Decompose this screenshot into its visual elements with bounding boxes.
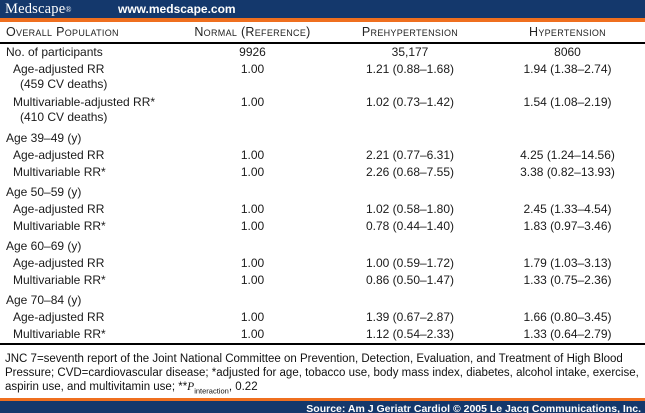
cell-value: 1.54 (1.08–2.19) — [523, 95, 612, 109]
bottom-source-bar: Source: Am J Geriatr Cardiol © 2005 Le J… — [0, 401, 645, 413]
table-row: Multivariable RR* 1.00 2.26 (0.68–7.55) 3.3… — [0, 164, 645, 181]
table-row: Age-adjusted RR 1.00 2.21 (0.77–6.31) 4.25 … — [0, 147, 645, 164]
table-row: Multivariable-adjusted RR* (410 CV deaths… — [0, 94, 645, 127]
table-section-row: Age 39–49 (y) — [0, 127, 645, 147]
table-row: Age-adjusted RR 1.00 1.39 (0.67–2.87) 1.66 … — [0, 309, 645, 326]
row-label: Multivariable RR* — [13, 327, 106, 341]
row-label: Age 70–84 (y) — [6, 293, 82, 307]
cell-value — [330, 185, 490, 200]
table-row: Age-adjusted RR 1.00 1.00 (0.59–1.72) 1.79 … — [0, 255, 645, 272]
cell-value: 1.33 (0.64–2.79) — [523, 327, 612, 341]
cell-value: 1.00 — [240, 62, 265, 76]
cell-value: 1.33 (0.75–2.36) — [523, 273, 612, 287]
table-section-row: Age 60–69 (y) — [0, 235, 645, 255]
cell-value: 1.21 (0.88–1.68) — [365, 62, 455, 76]
row-label: Age-adjusted RR — [13, 202, 105, 216]
row-label: No. of participants — [6, 45, 103, 59]
cell-value: 9926 — [239, 45, 266, 59]
cell-value: 1.66 (0.80–3.45) — [523, 310, 612, 324]
cell-value: 1.83 (0.97–3.46) — [523, 219, 612, 233]
row-label: Age 60–69 (y) — [6, 239, 82, 253]
cell-value: 1.00 — [240, 256, 265, 270]
row-label: Multivariable RR* — [13, 219, 106, 233]
cell-value — [490, 131, 645, 146]
table-header-row: Overall Population Normal (Reference) Pr… — [0, 22, 645, 44]
row-sublabel: (459 CV deaths) — [20, 77, 108, 91]
table-row: Age-adjusted RR 1.00 1.02 (0.58–1.80) 2.45 … — [0, 201, 645, 218]
cell-value: 1.00 — [240, 310, 265, 324]
table-row: Age-adjusted RR (459 CV deaths) 1.00 1.21 (… — [0, 61, 645, 94]
cell-value: 0.86 (0.50–1.47) — [365, 273, 455, 287]
data-table: Overall Population Normal (Reference) Pr… — [0, 22, 645, 345]
cell-value: 1.00 (0.59–1.72) — [365, 256, 455, 270]
cell-value: 1.00 — [240, 165, 265, 179]
cell-value — [490, 185, 645, 200]
cell-value: 4.25 (1.24–14.56) — [520, 148, 615, 162]
row-label: Age-adjusted RR — [13, 256, 105, 270]
cell-value: 2.26 (0.68–7.55) — [365, 165, 455, 179]
top-header-bar: Medscape® www.medscape.com — [0, 0, 645, 18]
cell-value — [175, 293, 330, 308]
table-body: No. of participants 9926 35,177 8060 Age-adj… — [0, 44, 645, 345]
cell-value: 1.00 — [240, 327, 265, 341]
cell-value — [175, 239, 330, 254]
source-attribution: Source: Am J Geriatr Cardiol © 2005 Le J… — [306, 402, 641, 413]
cell-value — [175, 185, 330, 200]
cell-value: 1.00 — [240, 219, 265, 233]
registered-trademark-icon: ® — [65, 5, 72, 14]
cell-value: 1.00 — [240, 95, 265, 109]
row-label: Multivariable RR* — [13, 273, 106, 287]
footnote-p-subscript: interaction — [194, 386, 229, 396]
footnote-p-symbol: P — [187, 381, 195, 393]
column-header-prehypertension: Prehypertension — [361, 25, 459, 39]
table-section-row: Age 50–59 (y) — [0, 181, 645, 201]
row-label: Age 39–49 (y) — [6, 131, 82, 145]
cell-value: 3.38 (0.82–13.93) — [520, 165, 615, 179]
medscape-logo-text: Medscape — [5, 1, 66, 17]
cell-value: 8060 — [554, 45, 581, 59]
bottom-orange-divider — [0, 398, 645, 402]
footnote-text-after: , 0.22 — [228, 381, 258, 393]
column-header-hypertension: Hypertension — [529, 25, 606, 39]
table-section-row: Age 70–84 (y) — [0, 289, 645, 309]
column-header-normal-reference: Normal (Reference) — [194, 25, 311, 39]
cell-value: 1.94 (1.38–2.74) — [523, 62, 612, 76]
cell-value — [490, 293, 645, 308]
cell-value: 1.00 — [240, 202, 265, 216]
row-label: Age 50–59 (y) — [6, 185, 82, 199]
cell-value: 1.39 (0.67–2.87) — [365, 310, 455, 324]
cell-value: 1.00 — [240, 273, 265, 287]
top-orange-divider — [0, 18, 645, 22]
cell-value: 1.12 (0.54–2.33) — [365, 327, 455, 341]
column-header-overall-population: Overall Population — [6, 25, 119, 39]
table-row: Multivariable RR* 1.00 0.78 (0.44–1.40) 1.8… — [0, 218, 645, 235]
cell-value: 1.00 — [240, 148, 265, 162]
site-url: www.medscape.com — [118, 2, 236, 16]
cell-value: 2.45 (1.33–4.54) — [523, 202, 612, 216]
footnote-text: JNC 7=seventh report of the Joint Nation… — [5, 353, 639, 393]
row-label: Age-adjusted RR (459 CV deaths) — [0, 62, 175, 92]
row-label: Multivariable RR* — [13, 165, 106, 179]
medscape-logo: Medscape® — [5, 1, 72, 18]
table-row: Multivariable RR* 1.00 1.12 (0.54–2.33) 1.3… — [0, 326, 645, 343]
cell-value: 1.79 (1.03–3.13) — [523, 256, 612, 270]
row-sublabel: (410 CV deaths) — [20, 110, 108, 124]
cell-value — [490, 239, 645, 254]
cell-value: 1.02 (0.73–1.42) — [365, 95, 455, 109]
cell-value: 0.78 (0.44–1.40) — [365, 219, 455, 233]
cell-value: 2.21 (0.77–6.31) — [365, 148, 455, 162]
row-label: Multivariable-adjusted RR* (410 CV deaths… — [0, 95, 175, 125]
row-label: Age-adjusted RR — [13, 148, 105, 162]
cell-value — [175, 131, 330, 146]
footnote: JNC 7=seventh report of the Joint Nation… — [0, 345, 645, 398]
cell-value — [330, 293, 490, 308]
table-row: No. of participants 9926 35,177 8060 — [0, 44, 645, 61]
row-label: Age-adjusted RR — [13, 310, 105, 324]
table-row: Multivariable RR* 1.00 0.86 (0.50–1.47) 1.3… — [0, 272, 645, 289]
cell-value: 35,177 — [391, 45, 429, 59]
cell-value — [330, 131, 490, 146]
cell-value — [330, 239, 490, 254]
cell-value: 1.02 (0.58–1.80) — [365, 202, 455, 216]
